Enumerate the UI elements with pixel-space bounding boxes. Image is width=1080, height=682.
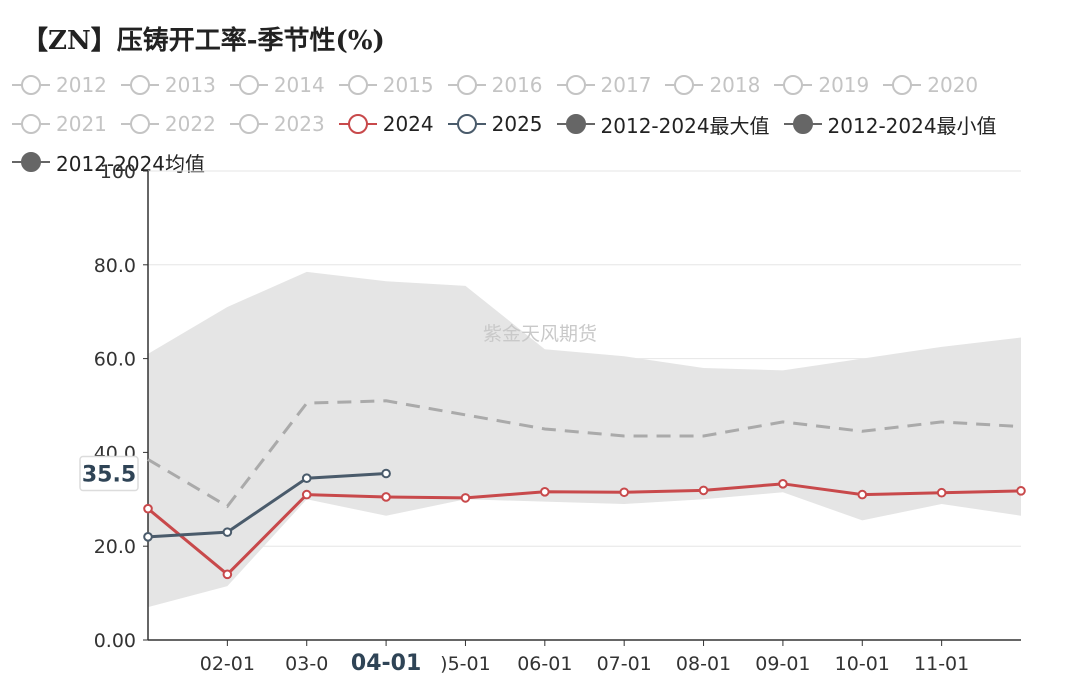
legend-item[interactable]: 2016 [447, 73, 543, 97]
legend-item[interactable]: 2018 [665, 73, 760, 97]
data-point-2025 [222, 527, 233, 537]
x-tick-label: 08-01 [676, 653, 731, 675]
x-tick-label: 10-01 [835, 653, 890, 675]
legend-label: 2012-2024最小值 [827, 113, 997, 138]
legend-item[interactable]: 2012-2024最小值 [783, 110, 997, 139]
watermark-text: 紫金天风期货 [483, 323, 597, 345]
legend-label: 2013 [164, 73, 216, 97]
hollow-circle-line-icon [120, 75, 159, 95]
hollow-circle-line-icon [556, 75, 595, 95]
filled-circle-line-icon [783, 114, 822, 134]
legend-label: 2014 [273, 73, 325, 97]
y-tick-label: 0.00 [94, 630, 136, 652]
hollow-circle-line-icon [338, 114, 377, 134]
tooltip-value: 35.5 [82, 463, 136, 488]
max-min-range-band [148, 271, 1021, 608]
legend-item[interactable]: 2025 [447, 112, 543, 136]
data-point-2024 [381, 492, 391, 502]
legend-item[interactable]: 2015 [338, 73, 434, 97]
legend-item[interactable]: 2014 [229, 73, 325, 97]
y-tick-label: 80.0 [94, 255, 136, 277]
x-tick-label: 04-01 [351, 651, 421, 676]
filled-circle-line-icon [556, 114, 595, 134]
tooltip-box [79, 455, 139, 492]
data-point-2024 [936, 487, 947, 498]
legend-item[interactable]: 2022 [120, 112, 216, 136]
legend-label: 2015 [382, 73, 434, 97]
series-line-2024 [147, 482, 1022, 577]
hollow-circle-line-icon [12, 114, 50, 134]
legend-label: 2020 [927, 73, 979, 97]
chart-title: 【ZN】压铸开工率-季节性(%) [22, 26, 385, 56]
x-tick-label: 06-01 [517, 653, 572, 675]
data-point-2024 [540, 486, 550, 497]
legend-item[interactable]: 2019 [774, 73, 869, 97]
y-tick-label: 20.0 [94, 536, 136, 558]
x-tick-label: 09-01 [755, 653, 810, 675]
legend-item[interactable]: 2017 [556, 73, 652, 97]
series-line-2025 [147, 472, 387, 539]
data-point-2024 [301, 489, 312, 500]
x-tick-label: 07-01 [597, 653, 652, 675]
legend-item[interactable]: 2024 [338, 112, 434, 136]
x-tick-label: )5-01 [440, 653, 491, 675]
legend-label: 2012-2024最大值 [600, 113, 770, 138]
legend-row: 2012 2013 2014 2015 2016 2017 2018 2019 2020 [12, 70, 992, 100]
data-point-2024 [857, 489, 868, 500]
hollow-circle-line-icon [665, 75, 704, 95]
hollow-circle-line-icon [883, 75, 922, 95]
axis-value-tooltip: 35.5 [79, 455, 139, 492]
legend-item[interactable]: 2023 [229, 112, 325, 136]
hollow-circle-line-icon [12, 75, 50, 95]
legend-item[interactable]: 2012 [12, 73, 107, 97]
legend-label: 2021 [56, 112, 107, 136]
legend-label: 2018 [709, 73, 761, 97]
data-point-2024 [143, 503, 153, 514]
legend-label: 2012 [56, 73, 107, 97]
hollow-circle-line-icon [447, 75, 486, 95]
y-tick-label: 60.0 [94, 349, 136, 371]
data-point-2024 [778, 479, 788, 489]
data-point-2024 [698, 485, 709, 496]
data-point-2024 [460, 493, 471, 503]
hollow-circle-line-icon [338, 75, 377, 95]
hollow-circle-line-icon [229, 75, 268, 95]
hollow-circle-line-icon [774, 75, 813, 95]
hollow-circle-line-icon [120, 114, 159, 134]
x-tick-label: 11-01 [914, 653, 969, 675]
hollow-circle-line-icon [229, 114, 268, 134]
data-point-2025 [143, 532, 153, 542]
data-point-2024 [222, 569, 233, 580]
legend-label: 2022 [164, 112, 216, 136]
y-tick-label: 100 [100, 161, 136, 183]
filled-circle-line-icon [12, 152, 50, 172]
legend-label: 2017 [600, 73, 652, 97]
legend-label: 2023 [273, 112, 325, 136]
legend-label: 2019 [818, 73, 870, 97]
legend-label: 2025 [491, 112, 543, 136]
legend-item[interactable]: 2012-2024最大值 [556, 110, 770, 139]
legend-label: 2016 [491, 73, 543, 97]
legend-item[interactable]: 2021 [12, 112, 107, 136]
data-point-2025 [381, 468, 391, 479]
data-point-2024 [619, 487, 629, 498]
data-point-2024 [1016, 486, 1026, 496]
x-tick-label: 02-01 [200, 653, 255, 675]
data-point-2025 [301, 473, 312, 483]
mean-line [147, 399, 1022, 509]
legend-item[interactable]: 2013 [120, 73, 216, 97]
x-tick-label: 03-0 [285, 653, 328, 675]
legend-item[interactable]: 2020 [883, 73, 978, 97]
legend-row: 2021 2022 2023 2024 2025 2012-2024最大值 2012-202… [12, 109, 1011, 139]
legend-label: 2024 [382, 112, 434, 136]
hollow-circle-line-icon [447, 114, 486, 134]
